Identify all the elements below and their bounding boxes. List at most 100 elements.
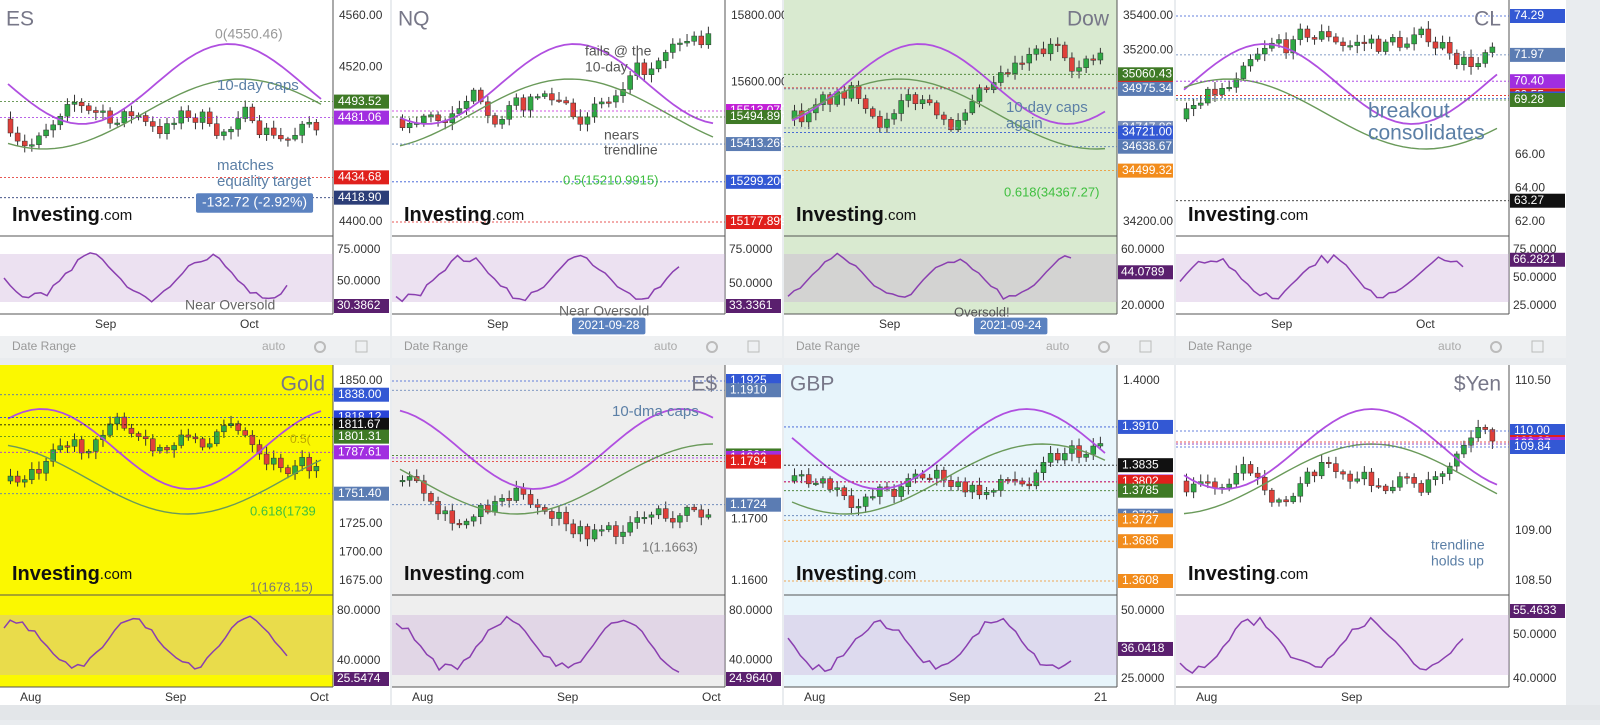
candle-body <box>948 119 954 131</box>
expand-icon[interactable] <box>1531 340 1544 353</box>
range-mode[interactable]: auto <box>1046 339 1070 353</box>
candle-body <box>556 99 562 102</box>
logo-main: Investing <box>404 204 492 226</box>
oscillator-label-box <box>726 672 781 686</box>
price-tick-label: 62.00 <box>1515 214 1545 228</box>
candle-body <box>1311 37 1318 40</box>
candle-body <box>270 457 277 465</box>
moving-average <box>791 78 1106 150</box>
range-mode[interactable]: auto <box>262 339 286 353</box>
oscillator-label-box <box>1510 604 1565 618</box>
symbol-title: CL <box>1474 8 1501 31</box>
candle-body <box>1475 63 1481 67</box>
price-tick-label: 34200.00 <box>1123 214 1173 228</box>
candle-body <box>513 97 520 106</box>
candle-body <box>199 111 206 123</box>
candle-body <box>114 122 120 125</box>
candle-body <box>36 469 42 474</box>
candle-body <box>1062 453 1068 461</box>
price-label: 110.00 <box>1514 423 1550 437</box>
x-axis-label: Sep <box>949 690 971 704</box>
annotation: Oversold! <box>954 304 1010 319</box>
moving-average <box>1183 408 1498 490</box>
candle-body <box>1318 461 1325 477</box>
x-axis-label: Aug <box>804 690 825 704</box>
price-label-box <box>1510 193 1565 208</box>
candle-body <box>299 457 305 467</box>
candle-body <box>1040 462 1047 473</box>
candle-body <box>855 506 862 509</box>
oscillator-line <box>1179 253 1464 300</box>
candle-body <box>171 445 177 451</box>
price-label-box <box>1118 139 1173 154</box>
oscillator-tick-label: 50.0000 <box>1513 270 1557 284</box>
oscillator-line <box>787 617 1072 673</box>
candle-body <box>527 494 534 505</box>
oscillator-label-box <box>334 299 389 313</box>
candle-body <box>1283 499 1289 503</box>
expand-icon[interactable] <box>1139 340 1152 353</box>
price-tick-label: 1700.00 <box>339 545 383 559</box>
expand-icon[interactable] <box>747 340 760 353</box>
investing-logo: Investing.com <box>404 204 524 226</box>
candle-body <box>563 511 569 525</box>
candle-body <box>50 124 56 131</box>
range-mode[interactable]: auto <box>654 339 678 353</box>
candle-body <box>1012 479 1018 482</box>
annotation: 10-dma caps <box>612 403 699 420</box>
range-mode[interactable]: auto <box>1438 339 1462 353</box>
candle-body <box>1233 472 1240 485</box>
candle-body <box>235 423 241 431</box>
x-axis-label: 21 <box>1094 690 1108 704</box>
candle-body <box>1382 41 1389 52</box>
price-tick-label: 35200.00 <box>1123 43 1173 57</box>
candle-body <box>313 122 320 131</box>
oscillator-tick-label: 80.0000 <box>337 603 381 617</box>
moving-average <box>1183 78 1498 150</box>
candle-body <box>1404 476 1410 479</box>
candle-body <box>86 105 92 111</box>
candle-body <box>249 434 256 445</box>
candle-body <box>962 112 968 121</box>
oscillator-tick-label: 50.0000 <box>1121 603 1165 617</box>
price-label-box <box>334 170 389 185</box>
candle-body <box>1489 46 1496 53</box>
footer-bar <box>784 336 1174 358</box>
candle-body <box>627 75 633 90</box>
candle-body <box>1418 483 1424 493</box>
x-axis-label: Oct <box>310 690 329 704</box>
price-tick-label: 15600.0000 <box>731 74 795 88</box>
price-label: 1.1724 <box>730 497 767 511</box>
candle-body <box>1247 464 1254 474</box>
settings-icon[interactable] <box>314 341 326 353</box>
price-label-box <box>1118 574 1173 588</box>
annotation: 1(1678.15) <box>250 579 313 594</box>
badge-box <box>196 193 314 213</box>
price-label-box <box>334 486 389 501</box>
candle-body <box>1040 48 1047 55</box>
candle-body <box>1347 473 1353 482</box>
candle-body <box>1361 471 1368 480</box>
candle-body <box>428 493 434 502</box>
candle-body <box>1240 464 1247 474</box>
symbol-title: NQ <box>398 8 430 31</box>
candle-body <box>506 105 512 120</box>
candle-body <box>43 129 49 137</box>
candle-body <box>1290 39 1296 54</box>
expand-icon[interactable] <box>355 340 368 353</box>
candle-body <box>435 114 441 121</box>
candle-body <box>862 98 869 109</box>
moving-average <box>7 408 322 490</box>
investing-logo: Investing.com <box>796 204 916 226</box>
price-tick-label: 108.50 <box>1515 573 1552 587</box>
candle-body <box>898 100 904 114</box>
settings-icon[interactable] <box>706 341 718 353</box>
logo-main: Investing <box>1188 563 1276 585</box>
price-label: 34499.32 <box>1122 163 1172 177</box>
candle-body <box>1354 41 1360 46</box>
candle-body <box>983 491 990 496</box>
settings-icon[interactable] <box>1098 341 1110 353</box>
settings-icon[interactable] <box>1490 341 1502 353</box>
candle-body <box>1297 483 1304 497</box>
candle-body <box>976 87 983 102</box>
